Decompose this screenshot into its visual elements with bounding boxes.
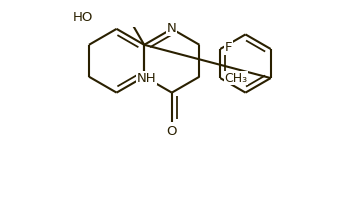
Text: HO: HO: [73, 11, 93, 24]
Text: CH₃: CH₃: [224, 72, 248, 85]
Text: N: N: [167, 22, 177, 35]
Text: F: F: [224, 41, 232, 54]
Text: O: O: [167, 125, 177, 138]
Text: NH: NH: [137, 72, 156, 85]
